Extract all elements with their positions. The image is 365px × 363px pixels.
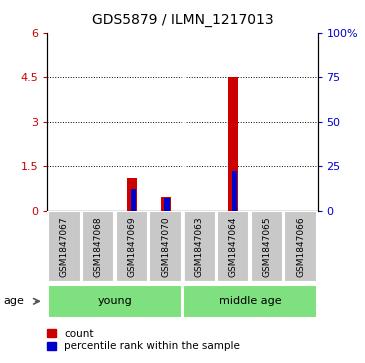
FancyBboxPatch shape bbox=[48, 211, 81, 282]
Text: middle age: middle age bbox=[219, 296, 281, 306]
Text: young: young bbox=[97, 296, 132, 306]
FancyBboxPatch shape bbox=[149, 211, 182, 282]
Text: GSM1847065: GSM1847065 bbox=[262, 216, 272, 277]
Text: GSM1847069: GSM1847069 bbox=[127, 216, 137, 277]
FancyBboxPatch shape bbox=[116, 211, 148, 282]
FancyBboxPatch shape bbox=[48, 285, 182, 318]
Text: GSM1847063: GSM1847063 bbox=[195, 216, 204, 277]
Text: GSM1847070: GSM1847070 bbox=[161, 216, 170, 277]
Text: GSM1847064: GSM1847064 bbox=[228, 217, 238, 277]
Bar bbox=[232, 171, 238, 211]
Text: GSM1847068: GSM1847068 bbox=[93, 216, 103, 277]
Bar bbox=[131, 189, 136, 211]
FancyBboxPatch shape bbox=[82, 211, 114, 282]
Text: GSM1847066: GSM1847066 bbox=[296, 216, 305, 277]
Bar bbox=[164, 198, 170, 211]
Bar bbox=[228, 77, 238, 211]
FancyBboxPatch shape bbox=[217, 211, 249, 282]
Text: GSM1847067: GSM1847067 bbox=[60, 216, 69, 277]
Bar bbox=[161, 197, 171, 211]
FancyBboxPatch shape bbox=[183, 211, 216, 282]
FancyBboxPatch shape bbox=[284, 211, 317, 282]
Legend: count, percentile rank within the sample: count, percentile rank within the sample bbox=[45, 326, 242, 353]
FancyBboxPatch shape bbox=[251, 211, 283, 282]
Bar bbox=[127, 178, 137, 211]
Text: GDS5879 / ILMN_1217013: GDS5879 / ILMN_1217013 bbox=[92, 13, 273, 27]
FancyBboxPatch shape bbox=[183, 285, 317, 318]
Text: age: age bbox=[4, 296, 24, 306]
